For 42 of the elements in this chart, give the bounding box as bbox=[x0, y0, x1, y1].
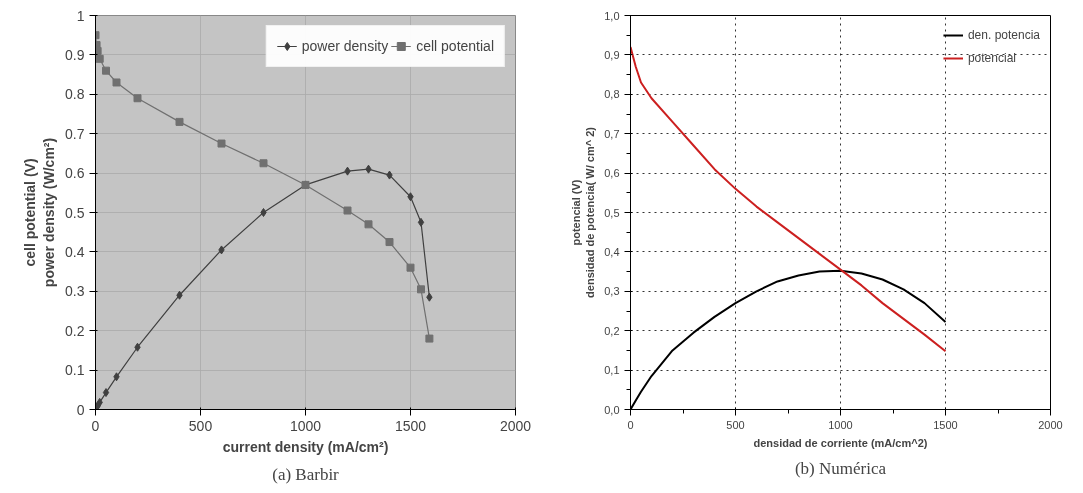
x-tick-label: 500 bbox=[726, 418, 745, 431]
y-tick-label: 0.6 bbox=[65, 165, 85, 182]
legend-label: den. potencia bbox=[967, 28, 1040, 42]
y-tick-label: 0,3 bbox=[604, 285, 620, 298]
y-tick-label: 0,0 bbox=[604, 403, 620, 416]
y-axis-title: potencial (V) densidad de potencia( W/ cm^ 2) bbox=[569, 126, 597, 298]
y-axis-title: cell potential (V) power density (W/cm²) bbox=[21, 137, 58, 288]
y-tick-label: 0.5 bbox=[65, 204, 85, 221]
y-tick-label: 0,4 bbox=[604, 245, 620, 258]
y-tick-label: 0.3 bbox=[65, 283, 85, 300]
x-tick-label: 0 bbox=[627, 418, 634, 431]
y-tick-label: 0,2 bbox=[604, 324, 620, 337]
legend-label: cell potential bbox=[416, 38, 494, 54]
y-tick-label: 0,8 bbox=[604, 88, 620, 101]
x-tick-label: 500 bbox=[188, 417, 213, 434]
text: (a) Barbir bbox=[272, 464, 340, 484]
y-tick-label: 0,9 bbox=[604, 48, 620, 61]
legend-label: power density bbox=[301, 38, 389, 54]
y-tick-label: 0,5 bbox=[604, 206, 620, 219]
x-tick-label: 1500 bbox=[394, 417, 427, 434]
y-tick-label: 0.4 bbox=[65, 243, 85, 260]
x-axis-title: densidad de corriente (mA/cm^2) bbox=[753, 436, 928, 449]
text: (b) Numérica bbox=[794, 458, 887, 478]
x-tick-label: 1000 bbox=[828, 418, 853, 431]
y-tick-label: 1,0 bbox=[604, 9, 620, 22]
x-tick-label: 2000 bbox=[499, 417, 532, 434]
x-tick-label: 1000 bbox=[289, 417, 322, 434]
x-tick-label: 1500 bbox=[933, 418, 958, 431]
x-tick-label: 2000 bbox=[1038, 418, 1063, 431]
y-tick-label: 0.2 bbox=[65, 322, 85, 339]
y-tick-label: 0,7 bbox=[604, 127, 620, 140]
legend-label: potencial bbox=[967, 51, 1016, 65]
y-tick-label: 0.7 bbox=[65, 125, 85, 142]
y-tick-label: 0.1 bbox=[65, 362, 85, 379]
y-tick-label: 0 bbox=[76, 401, 85, 418]
y-tick-label: 0.9 bbox=[65, 46, 85, 63]
y-tick-label: 0.8 bbox=[65, 86, 85, 103]
x-tick-label: 0 bbox=[91, 417, 100, 434]
y-tick-label: 0,1 bbox=[604, 364, 620, 377]
y-tick-label: 1 bbox=[76, 7, 85, 24]
x-axis-title: current density (mA/cm²) bbox=[222, 438, 389, 455]
y-tick-label: 0,6 bbox=[604, 167, 620, 180]
